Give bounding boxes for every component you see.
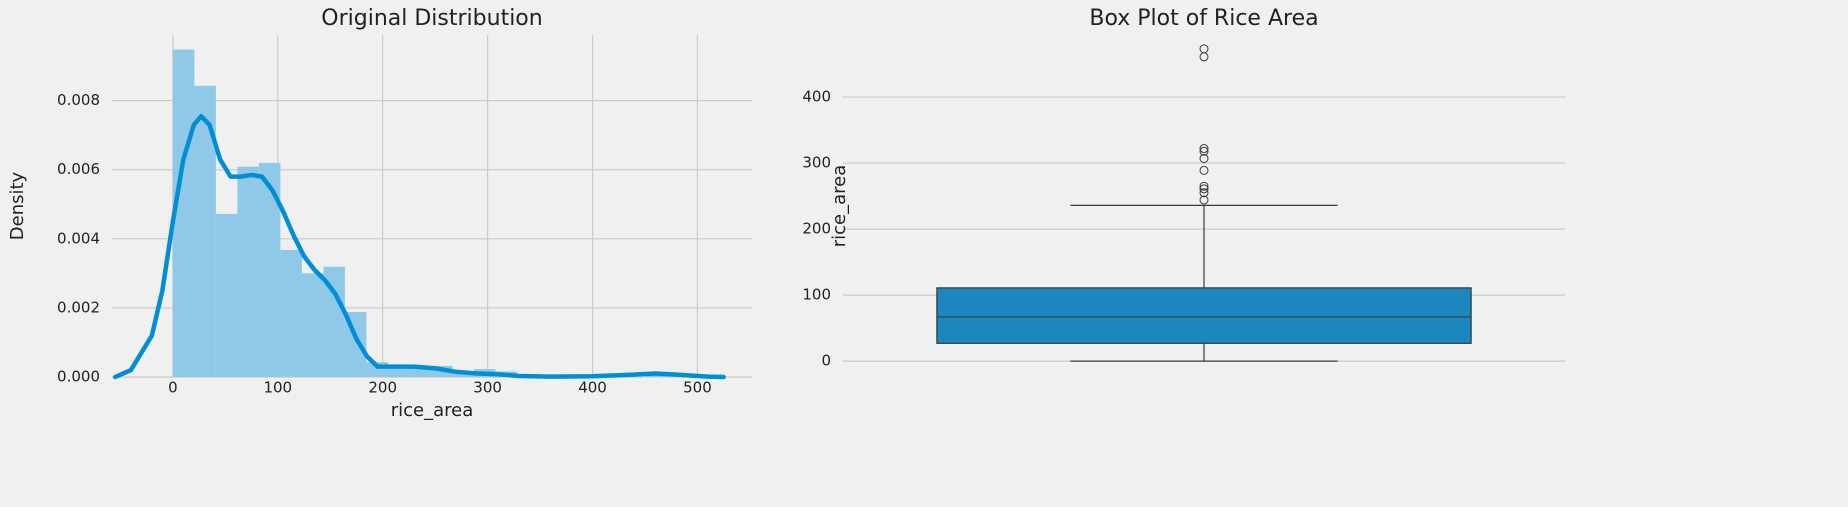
histogram-bar	[194, 85, 216, 378]
y-tick-label: 0.008	[57, 91, 100, 109]
histogram-bar	[452, 373, 474, 377]
x-tick-label: 500	[683, 379, 712, 397]
x-tick-label: 100	[263, 379, 292, 397]
histogram-bar	[323, 266, 345, 377]
histogram-bar	[172, 49, 195, 377]
histogram-bar	[280, 249, 302, 377]
y-axis-label: rice_area	[829, 165, 850, 248]
chart-title: Original Distribution	[321, 6, 542, 31]
x-tick-label: 300	[473, 379, 502, 397]
x-tick-label: 400	[578, 379, 607, 397]
x-tick-label: 0	[168, 379, 178, 397]
x-tick-label: 200	[368, 379, 397, 397]
outlier	[1199, 153, 1209, 163]
box	[936, 287, 1472, 344]
outlier	[1199, 146, 1209, 156]
y-tick-label: 0.004	[57, 229, 100, 247]
histogram-bar	[237, 166, 259, 377]
y-tick-label: 0.002	[57, 298, 100, 316]
kde-line	[112, 113, 726, 380]
outlier	[1199, 195, 1209, 205]
y-tick-label: 400	[802, 88, 831, 106]
outlier	[1199, 184, 1209, 194]
outlier	[1199, 165, 1209, 175]
y-tick-label: 0	[821, 352, 831, 370]
chart-title: Box Plot of Rice Area	[1089, 6, 1318, 31]
x-axis-label: rice_area	[391, 400, 474, 421]
outlier	[1199, 144, 1209, 154]
y-tick-label: 0.000	[57, 368, 100, 386]
y-tick-label: 0.006	[57, 160, 100, 178]
y-axis-label: Density	[7, 171, 28, 240]
y-tick-label: 100	[802, 286, 831, 304]
outlier	[1199, 52, 1209, 62]
y-tick-label: 300	[802, 154, 831, 172]
y-tick-label: 200	[802, 220, 831, 238]
histogram-bar	[387, 368, 410, 377]
histogram-bar	[215, 213, 238, 377]
histogram-bar	[301, 273, 324, 377]
histogram-bar	[409, 366, 431, 377]
outlier	[1199, 181, 1209, 191]
outlier	[1199, 188, 1209, 198]
histogram-bar	[258, 162, 281, 377]
